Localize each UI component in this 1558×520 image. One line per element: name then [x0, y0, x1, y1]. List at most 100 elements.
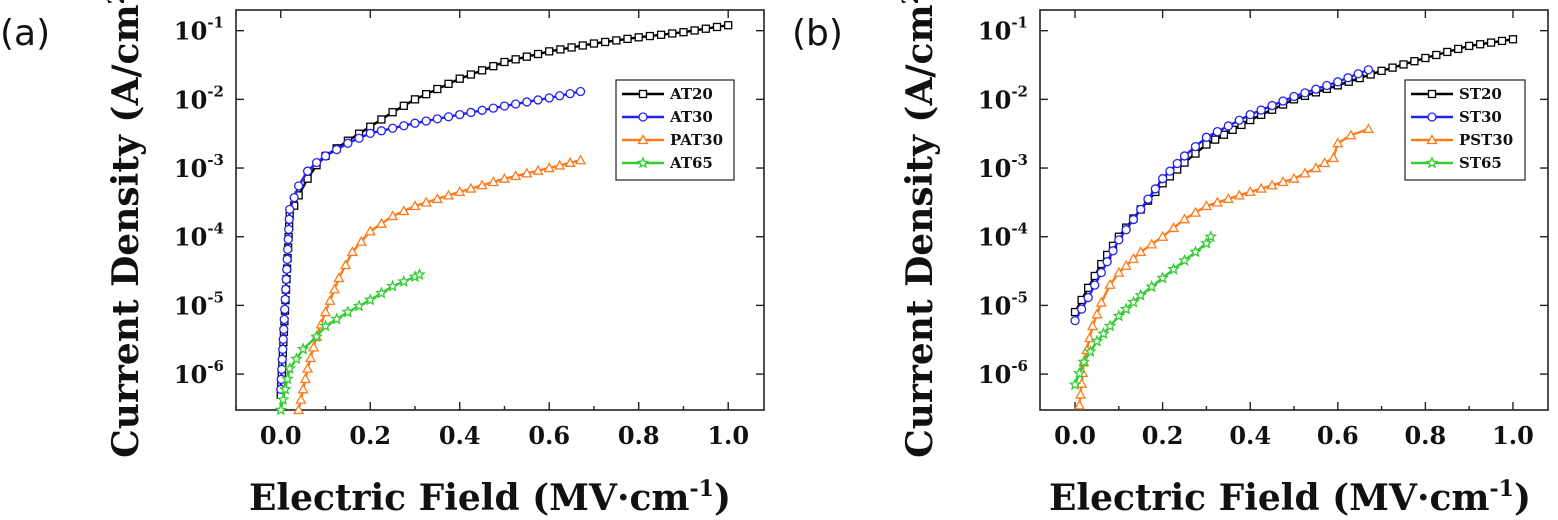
data-point-at20 — [690, 26, 699, 35]
panel-label-b: (b) — [792, 13, 843, 54]
data-point-at30 — [410, 118, 420, 128]
y-tick-label: 10-4 — [978, 220, 1028, 252]
data-point-st65 — [1068, 377, 1082, 391]
data-point-st65 — [1083, 344, 1097, 358]
data-point-pst30 — [1222, 193, 1234, 204]
data-point-at20 — [545, 47, 554, 56]
data-point-at20 — [444, 79, 453, 89]
panel-b: (b) Current Density (A/cm2) Electric Fie… — [792, 0, 1549, 519]
x-tick-label: 0.4 — [439, 421, 481, 450]
data-point-st20 — [1377, 66, 1386, 76]
data-point-at20 — [410, 95, 420, 104]
data-point-pst30 — [1091, 308, 1103, 319]
data-point-pat30 — [498, 172, 511, 183]
x-axis-title-a: Electric Field (MV·cm-1) — [249, 476, 731, 519]
data-point-st30 — [1190, 141, 1201, 152]
legend-marker-st20 — [1427, 89, 1437, 99]
data-point-at30 — [421, 116, 431, 126]
data-point-st20 — [1486, 38, 1496, 47]
series-pst30 — [1073, 123, 1375, 410]
data-point-pst30 — [1288, 172, 1300, 183]
data-point-st30 — [1070, 315, 1080, 326]
series-layer-b — [1068, 35, 1518, 410]
data-point-pst30 — [1189, 206, 1202, 217]
data-point-at20 — [477, 66, 487, 75]
x-tick-label: 0.4 — [1229, 421, 1271, 450]
data-point-pst30 — [1310, 162, 1322, 173]
data-point-st30 — [1289, 91, 1299, 102]
data-point-at30 — [302, 166, 313, 176]
legend-label-st65: ST65 — [1459, 154, 1502, 172]
data-point-at30 — [499, 101, 510, 111]
data-point-at30 — [399, 121, 409, 131]
data-point-st30 — [1256, 105, 1266, 115]
data-point-st20 — [1202, 140, 1211, 149]
data-point-pst30 — [1255, 182, 1267, 193]
data-point-pst30 — [1244, 186, 1256, 197]
legend-label-at20: AT20 — [669, 85, 713, 103]
data-point-pst30 — [1073, 399, 1086, 410]
x-tick-label: 0.2 — [349, 421, 391, 450]
data-point-at30 — [282, 264, 292, 275]
series-at30 — [276, 86, 586, 394]
data-point-pat30 — [355, 235, 367, 246]
data-point-at20 — [511, 55, 520, 64]
data-point-pat30 — [295, 393, 307, 404]
data-point-pat30 — [333, 272, 345, 283]
data-point-pst30 — [1332, 137, 1344, 148]
data-point-st30 — [1333, 77, 1343, 87]
legend-marker-at65 — [636, 156, 650, 169]
data-point-at30 — [278, 334, 288, 344]
data-point-st30 — [1223, 121, 1233, 131]
data-point-st65 — [1200, 236, 1213, 249]
data-point-st30 — [1136, 204, 1146, 215]
data-point-st65 — [1156, 271, 1170, 284]
data-point-st20 — [1465, 41, 1474, 51]
data-point-st20 — [1443, 47, 1452, 57]
data-point-pat30 — [574, 154, 587, 165]
data-point-at30 — [565, 89, 575, 99]
data-point-st30 — [1143, 194, 1153, 204]
data-point-st30 — [1353, 69, 1363, 79]
data-point-st30 — [1172, 158, 1182, 169]
x-tick-label: 1.0 — [1492, 421, 1534, 450]
y-axis-title-a: Current Density (A/cm2) — [104, 0, 147, 458]
y-tick-label: 10-3 — [174, 151, 224, 183]
data-point-at30 — [343, 138, 353, 148]
data-point-at65 — [375, 286, 388, 299]
data-point-at65 — [413, 267, 426, 281]
data-point-at30 — [284, 224, 294, 235]
data-point-st30 — [1267, 100, 1277, 111]
data-point-st30 — [1090, 280, 1100, 290]
data-point-at20 — [668, 29, 677, 38]
data-point-at30 — [320, 151, 331, 161]
data-point-at65 — [278, 382, 292, 395]
data-point-st30 — [1150, 184, 1160, 194]
series-st30 — [1070, 65, 1374, 326]
data-point-at20 — [578, 41, 587, 50]
data-point-pat30 — [431, 193, 443, 204]
data-point-at20 — [601, 37, 610, 47]
data-point-at65 — [397, 274, 411, 287]
data-point-st20 — [1421, 53, 1430, 63]
data-point-st20 — [1497, 36, 1507, 46]
series-st65 — [1068, 229, 1218, 391]
data-point-at65 — [363, 293, 377, 306]
x-tick-label: 0.0 — [260, 421, 302, 450]
data-point-at65 — [283, 361, 297, 375]
data-point-at30 — [511, 99, 521, 109]
data-point-pat30 — [346, 246, 358, 257]
data-point-pat30 — [454, 186, 466, 197]
data-point-at20 — [645, 31, 655, 41]
data-point-st30 — [1363, 65, 1374, 75]
data-point-pat30 — [293, 404, 305, 415]
data-point-at30 — [279, 324, 289, 334]
data-point-at30 — [488, 103, 498, 113]
legend-b: ST20 ST30 PST30 ST65 — [1404, 79, 1526, 181]
data-point-at65 — [296, 342, 310, 355]
x-tick-label: 0.8 — [1404, 421, 1446, 450]
data-point-at65 — [276, 392, 290, 406]
data-point-pat30 — [564, 156, 576, 167]
data-point-pat30 — [307, 341, 320, 352]
